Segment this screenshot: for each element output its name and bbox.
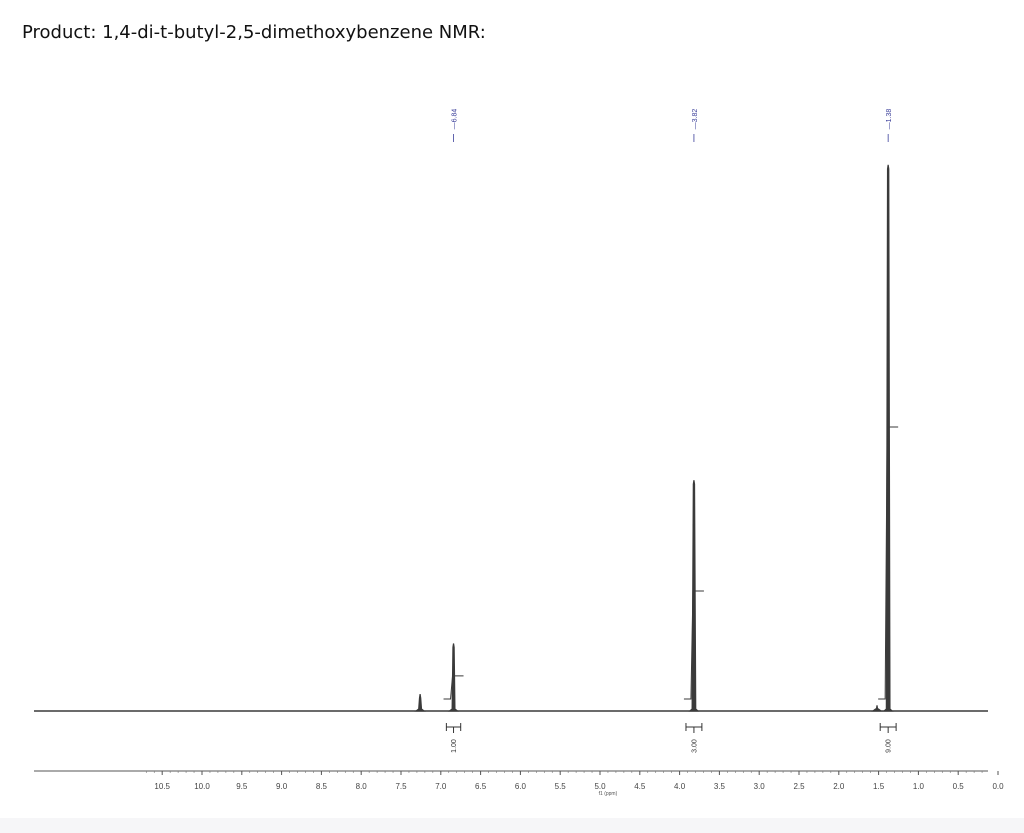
page-title: Product: 1,4-di-t-butyl-2,5-dimethoxyben… bbox=[22, 22, 486, 43]
spectrum-peak bbox=[688, 480, 700, 712]
x-axis-tick-label: 6.0 bbox=[515, 782, 527, 791]
x-axis-tick-label: 2.5 bbox=[793, 782, 805, 791]
svg-text:1.00: 1.00 bbox=[451, 739, 458, 753]
integration-value: 1.00 bbox=[451, 739, 458, 753]
peak-label: —3.82 bbox=[692, 109, 699, 130]
x-axis-tick-label: 0.5 bbox=[953, 782, 965, 791]
svg-text:—1.38: —1.38 bbox=[886, 109, 893, 130]
x-axis-tick-label: 2.0 bbox=[833, 782, 845, 791]
integral-curve bbox=[683, 590, 704, 700]
x-axis-tick-label: 8.5 bbox=[316, 782, 328, 791]
x-axis-tick-label: 4.0 bbox=[674, 782, 686, 791]
spectrum-peak bbox=[871, 705, 883, 712]
spectrum-peak bbox=[447, 643, 460, 712]
x-axis-tick-label: 7.0 bbox=[435, 782, 447, 791]
svg-text:—3.82: —3.82 bbox=[692, 109, 699, 130]
spectrum-peak bbox=[882, 164, 894, 712]
integration-value: 3.00 bbox=[691, 739, 698, 753]
integration-value: 9.00 bbox=[886, 739, 893, 753]
svg-text:3.00: 3.00 bbox=[691, 739, 698, 753]
svg-text:—6.84: —6.84 bbox=[452, 109, 459, 130]
integral-curve bbox=[878, 426, 899, 700]
x-axis-tick-label: 10.0 bbox=[194, 782, 210, 791]
x-axis-tick-label: 3.5 bbox=[714, 782, 726, 791]
x-axis-tick-label: 9.5 bbox=[236, 782, 248, 791]
peak-label: —6.84 bbox=[452, 109, 459, 130]
x-axis-tick-label: 5.5 bbox=[555, 782, 567, 791]
x-axis-tick-label: 4.5 bbox=[634, 782, 646, 791]
x-axis-tick-label: 1.5 bbox=[873, 782, 885, 791]
x-axis-tick-label: 6.5 bbox=[475, 782, 487, 791]
x-axis-tick-label: 8.0 bbox=[356, 782, 368, 791]
x-axis-tick-label: 5.0 bbox=[594, 782, 606, 791]
footer-strip bbox=[0, 818, 1024, 833]
svg-text:9.00: 9.00 bbox=[886, 739, 893, 753]
peak-label: —1.38 bbox=[886, 109, 893, 130]
x-axis-label: f1 (ppm) bbox=[599, 791, 618, 797]
x-axis-tick-label: 1.0 bbox=[913, 782, 925, 791]
x-axis-tick-label: 7.5 bbox=[395, 782, 407, 791]
x-axis-tick-label: 0.0 bbox=[992, 782, 1004, 791]
x-axis-tick-label: 3.0 bbox=[754, 782, 766, 791]
x-axis-tick-label: 10.5 bbox=[154, 782, 170, 791]
x-axis-tick-label: 9.0 bbox=[276, 782, 288, 791]
integral-curve bbox=[443, 675, 464, 700]
spectrum-peak bbox=[414, 694, 426, 712]
